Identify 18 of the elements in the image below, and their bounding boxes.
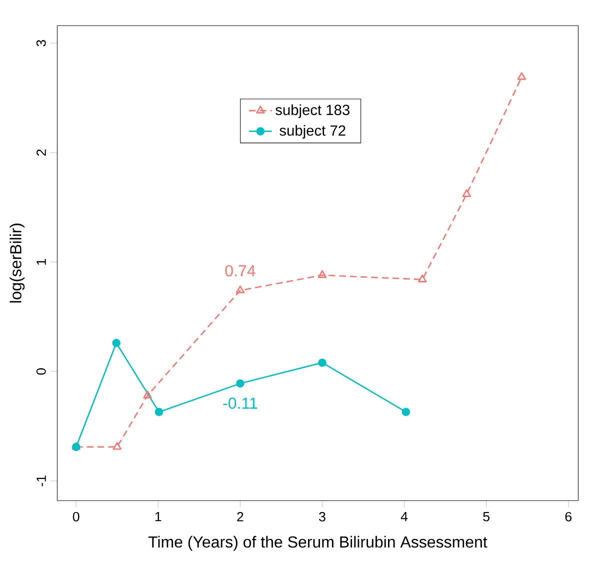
x-tick-label: 1	[155, 512, 162, 522]
x-tick-label: 3	[319, 512, 326, 522]
x-tick-label: 0	[72, 512, 80, 522]
x-axis-title: Time (Years) of the Serum Bilirubin Assessment	[148, 536, 488, 551]
y-tick-label: 2	[36, 150, 46, 156]
annotation: 0.74	[225, 265, 256, 276]
y-tick-label: -1	[36, 476, 46, 486]
y-tick-label: 1	[36, 258, 46, 265]
annotation: -0.11	[223, 398, 258, 409]
x-tick-label: 4	[400, 512, 408, 522]
y-tick-label: 0	[36, 368, 46, 375]
legend-label: subject 72	[280, 124, 346, 139]
legend-label: subject 183	[276, 104, 350, 118]
y-axis-title: log(serBilir)	[10, 224, 25, 302]
x-tick-label: 5	[483, 512, 490, 522]
y-tick-label: 3	[36, 40, 46, 46]
x-tick-label: 6	[565, 512, 572, 522]
x-tick-label: 2	[237, 512, 244, 522]
